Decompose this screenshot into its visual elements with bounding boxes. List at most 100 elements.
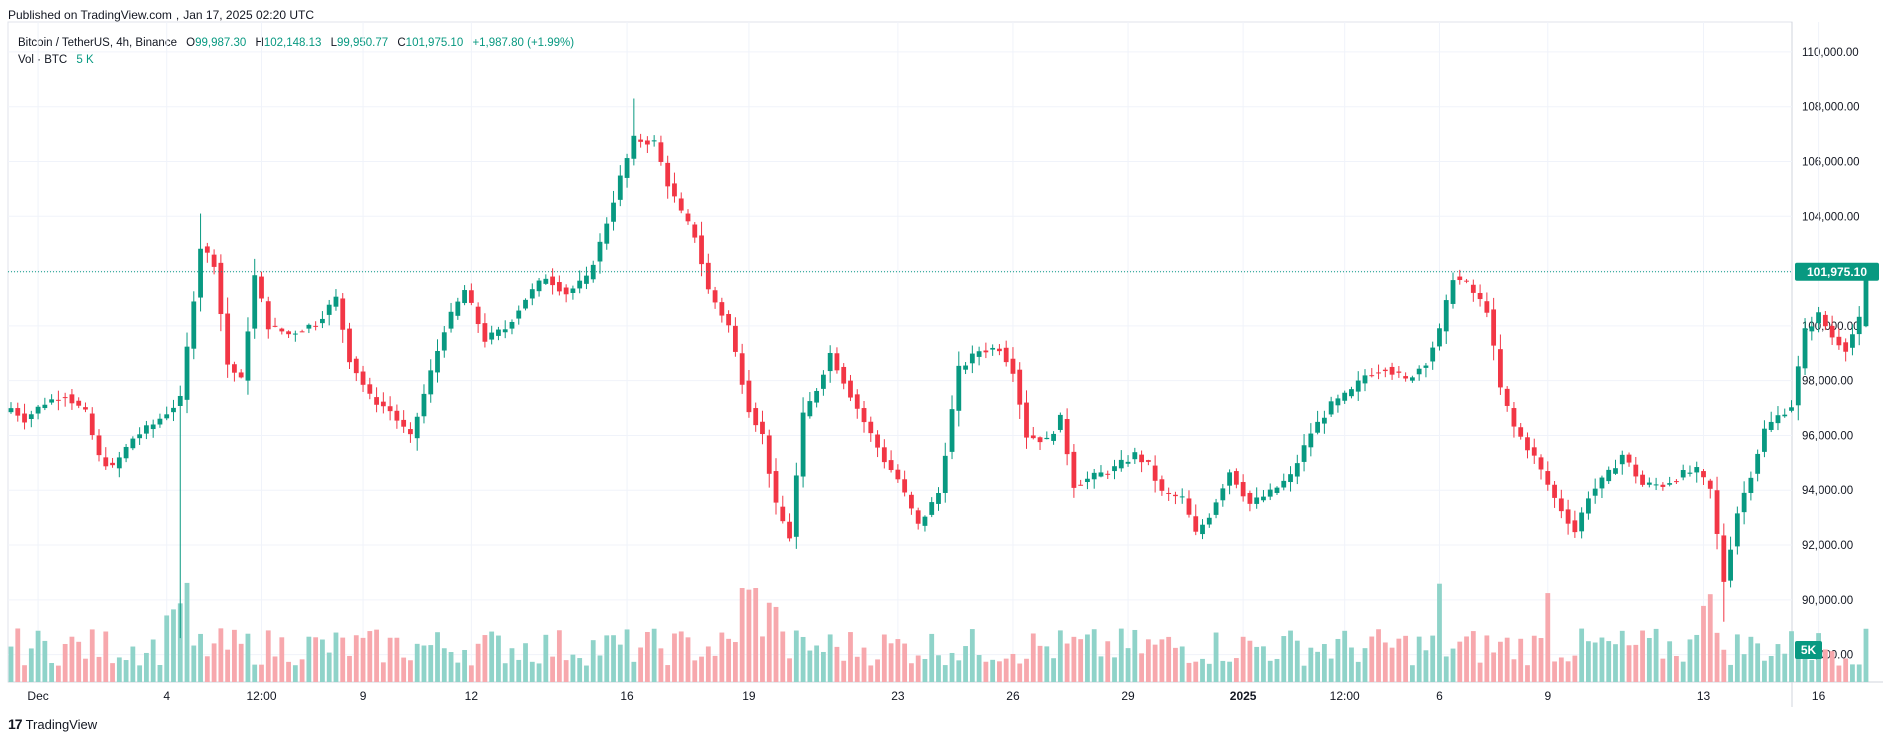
candle-body: [83, 407, 88, 410]
volume-badge: [1795, 641, 1822, 659]
candle-body: [976, 351, 982, 357]
candle-body: [1382, 369, 1388, 372]
volume-bar: [942, 665, 948, 682]
legend-change-value: +1,987.80 (+1.99%): [472, 37, 575, 49]
volume-bar: [1572, 655, 1578, 682]
volume-bar: [414, 643, 420, 682]
volume-bar: [320, 639, 325, 682]
candle-body: [949, 409, 955, 452]
volume-bar: [1159, 639, 1165, 682]
candle-body: [1579, 512, 1585, 532]
volume-bar: [861, 647, 867, 682]
candle-body: [739, 353, 745, 385]
volume-bar: [184, 582, 190, 682]
candle-body: [1491, 309, 1497, 346]
volume-bar: [1789, 631, 1794, 682]
legend-volume-label[interactable]: Vol · BTC: [18, 54, 68, 66]
candle-body: [1843, 342, 1849, 352]
candle-body: [15, 408, 21, 416]
published-label: Published on TradingView.com: [8, 8, 172, 22]
candle-body: [1667, 483, 1673, 485]
candle-body: [326, 304, 332, 315]
volume-bar: [787, 658, 792, 682]
volume-bar: [1240, 636, 1246, 682]
volume-bar: [672, 633, 677, 682]
volume-bar: [428, 645, 434, 682]
candle-body: [448, 311, 454, 329]
volume-bar: [509, 648, 515, 682]
volume-bar: [597, 655, 603, 682]
candle-body: [563, 287, 569, 295]
candle-body: [963, 365, 968, 370]
candle-body: [1369, 375, 1375, 377]
candle-body: [1071, 451, 1077, 488]
candle-body: [360, 371, 366, 385]
candle-body: [1166, 492, 1172, 494]
volume-bar: [793, 630, 799, 682]
tradingview-logo-icon: 17: [8, 716, 23, 732]
y-tick-label: 104,000.00: [1802, 211, 1860, 223]
candle-body: [428, 370, 434, 395]
legend-symbol[interactable]: Bitcoin / TetherUS, 4h, Binance: [18, 37, 177, 49]
volume-bar: [1531, 635, 1537, 682]
y-tick-label: 106,000.00: [1802, 156, 1860, 168]
volume-bar: [1247, 640, 1253, 682]
volume-bar: [1782, 653, 1788, 682]
candle-body: [184, 346, 190, 400]
volume-bar: [374, 629, 379, 682]
candle-body: [1856, 316, 1862, 335]
candle-body: [1680, 470, 1686, 478]
candle-body: [1233, 471, 1239, 485]
candle-body: [1613, 468, 1618, 474]
candle-body: [1355, 380, 1361, 392]
volume-bar: [1349, 647, 1354, 682]
candle-body: [577, 280, 583, 289]
candle-body: [570, 288, 576, 293]
candle-body: [1044, 437, 1050, 440]
candle-body: [1281, 480, 1287, 488]
candle-body: [1261, 496, 1266, 501]
volume-bar: [1057, 630, 1063, 682]
candle-body: [1782, 414, 1788, 417]
volume-bar: [550, 656, 555, 682]
candle-body: [353, 358, 359, 374]
candle-body: [1592, 488, 1598, 496]
candle-body: [55, 399, 61, 401]
volume-bar: [773, 606, 779, 682]
volume-bar: [204, 656, 210, 682]
volume-bar: [347, 655, 352, 682]
candle-body: [1227, 472, 1232, 486]
volume-bar: [360, 637, 366, 682]
candle-body: [1653, 484, 1659, 486]
published-header: Published on TradingView.com, Jan 17, 202…: [8, 8, 314, 22]
candle-body: [1714, 490, 1720, 534]
volume-bar: [1294, 640, 1300, 682]
candle-body: [8, 408, 14, 413]
candle-body: [489, 332, 495, 340]
candle-body: [1396, 371, 1402, 373]
candle-body: [1159, 479, 1165, 491]
volume-bar: [1443, 656, 1449, 682]
candle-body: [638, 139, 644, 142]
candle-body: [1863, 271, 1869, 327]
volume-bar: [462, 649, 467, 682]
volume-bar: [198, 633, 203, 682]
volume-bar: [110, 663, 115, 682]
candle-body: [1206, 517, 1212, 525]
candle-body: [536, 280, 542, 292]
volume-bar: [841, 660, 847, 682]
volume-bar: [272, 656, 278, 682]
candle-body: [1741, 492, 1747, 513]
volume-bar: [1010, 653, 1016, 682]
x-tick-label: 6: [1436, 689, 1443, 703]
candle-body: [232, 364, 237, 373]
volume-bar: [543, 634, 549, 682]
candle-body: [1010, 358, 1016, 374]
candle-body: [719, 302, 725, 316]
volume-bar: [1423, 650, 1429, 682]
volume-bar: [211, 643, 217, 682]
volume-bar: [1687, 639, 1693, 682]
candle-body: [895, 469, 901, 480]
volume-bar: [1267, 660, 1273, 682]
